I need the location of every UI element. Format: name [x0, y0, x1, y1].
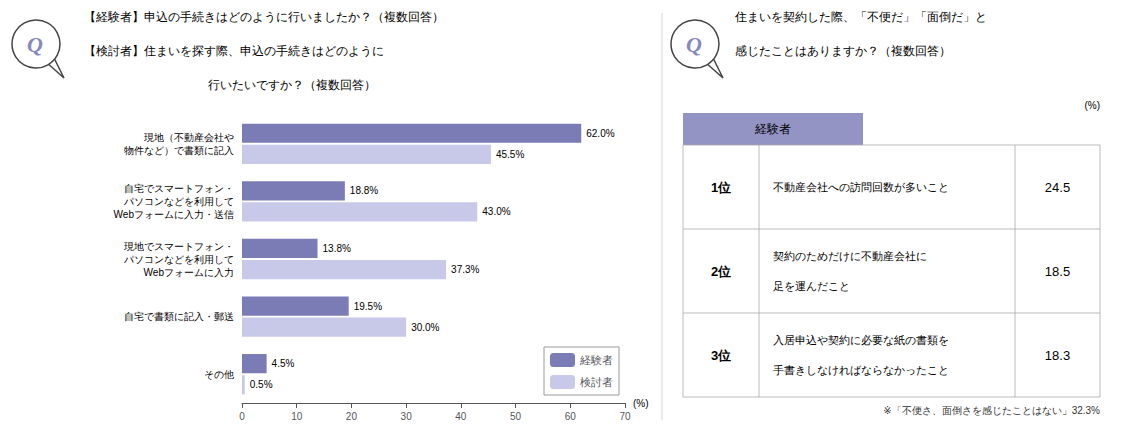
svg-text:※「不便さ、面倒さを感じたことはない」32.3%: ※「不便さ、面倒さを感じたことはない」32.3% — [883, 405, 1100, 416]
svg-text:住まいを契約した際、「不便だ」「面倒だ」と: 住まいを契約した際、「不便だ」「面倒だ」と — [734, 10, 987, 24]
svg-text:45.5%: 45.5% — [496, 149, 524, 160]
svg-text:手書きしなければならなかったこと: 手書きしなければならなかったこと — [773, 364, 949, 377]
svg-text:50: 50 — [510, 411, 522, 422]
svg-text:62.0%: 62.0% — [586, 128, 614, 139]
svg-text:18.8%: 18.8% — [350, 185, 378, 196]
svg-text:経験者: 経験者 — [754, 122, 791, 136]
svg-text:18.3: 18.3 — [1045, 348, 1070, 363]
svg-text:0: 0 — [239, 411, 245, 422]
svg-text:【検討者】住まいを探す際、申込の手続きはどのように: 【検討者】住まいを探す際、申込の手続きはどのように — [84, 44, 384, 58]
svg-text:現地でスマートフォン・: 現地でスマートフォン・ — [124, 241, 234, 252]
svg-text:パソコンなどを利用して: パソコンなどを利用して — [123, 254, 234, 265]
svg-text:足を運んだこと: 足を運んだこと — [773, 280, 850, 292]
svg-text:(%): (%) — [633, 398, 649, 409]
svg-text:現地（不動産会社や: 現地（不動産会社や — [144, 132, 234, 143]
svg-text:60: 60 — [565, 411, 577, 422]
svg-text:契約のためだけに不動産会社に: 契約のためだけに不動産会社に — [773, 250, 927, 263]
svg-text:19.5%: 19.5% — [354, 301, 382, 312]
svg-text:【経験者】申込の手続きはどのように行いましたか？（複数回答）: 【経験者】申込の手続きはどのように行いましたか？（複数回答） — [84, 10, 444, 24]
svg-text:1位: 1位 — [711, 180, 731, 195]
svg-text:経験者: 経験者 — [579, 354, 613, 366]
svg-text:20: 20 — [346, 411, 358, 422]
svg-text:感じたことはありますか？（複数回答）: 感じたことはありますか？（複数回答） — [735, 44, 951, 58]
svg-text:入居申込や契約に必要な紙の書類を: 入居申込や契約に必要な紙の書類を — [773, 334, 949, 346]
svg-text:自宅でスマートフォン・: 自宅でスマートフォン・ — [124, 183, 234, 194]
svg-text:30: 30 — [401, 411, 413, 422]
svg-text:43.0%: 43.0% — [482, 206, 510, 217]
svg-text:13.8%: 13.8% — [323, 243, 351, 254]
svg-text:2位: 2位 — [711, 264, 731, 279]
svg-text:Q: Q — [27, 32, 43, 57]
svg-text:Q: Q — [686, 32, 702, 57]
svg-text:37.3%: 37.3% — [451, 264, 479, 275]
svg-text:0.5%: 0.5% — [250, 379, 273, 390]
svg-text:その他: その他 — [204, 369, 234, 380]
svg-text:自宅で書類に記入・郵送: 自宅で書類に記入・郵送 — [124, 311, 234, 322]
svg-text:不動産会社への訪問回数が多いこと: 不動産会社への訪問回数が多いこと — [773, 181, 949, 193]
svg-text:18.5: 18.5 — [1045, 264, 1070, 279]
svg-text:10: 10 — [291, 411, 303, 422]
svg-text:4.5%: 4.5% — [272, 358, 295, 369]
svg-text:パソコンなどを利用して: パソコンなどを利用して — [123, 196, 234, 207]
svg-text:3位: 3位 — [711, 348, 731, 363]
svg-text:40: 40 — [455, 411, 467, 422]
svg-text:70: 70 — [619, 411, 631, 422]
svg-text:Webフォームに入力: Webフォームに入力 — [144, 267, 234, 278]
svg-text:物件など）で書類に記入: 物件など）で書類に記入 — [124, 145, 234, 156]
svg-text:Webフォームに入力・送信: Webフォームに入力・送信 — [114, 209, 234, 220]
svg-text:(%): (%) — [1084, 100, 1100, 111]
svg-text:30.0%: 30.0% — [411, 322, 439, 333]
svg-text:行いたいですか？（複数回答）: 行いたいですか？（複数回答） — [208, 78, 376, 92]
svg-text:24.5: 24.5 — [1045, 180, 1070, 195]
svg-text:検討者: 検討者 — [580, 376, 613, 388]
